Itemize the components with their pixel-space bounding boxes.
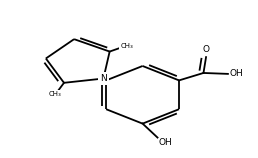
Text: CH₃: CH₃ [120,43,133,49]
Text: CH₃: CH₃ [49,91,62,97]
Text: OH: OH [159,138,173,147]
Text: OH: OH [229,69,243,78]
Text: N: N [100,74,107,83]
Text: O: O [203,45,210,54]
